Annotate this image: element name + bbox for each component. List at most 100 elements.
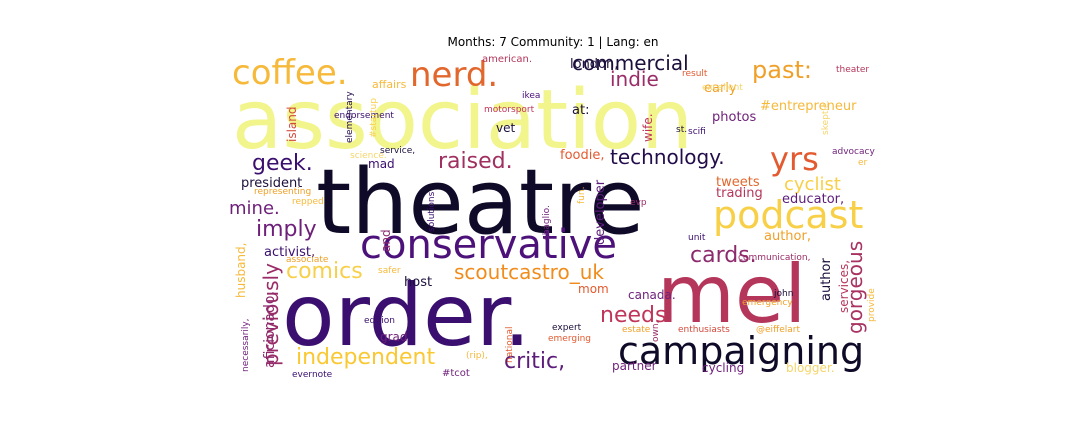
cloud-word: campaigning: [618, 329, 864, 373]
cloud-word: husband,: [234, 243, 248, 298]
cloud-word: podcast: [713, 193, 863, 237]
cloud-word: blogger.: [786, 361, 835, 375]
cloud-word: evernote: [292, 370, 333, 380]
cloud-word: author: [819, 258, 834, 301]
cloud-word: commercial: [572, 51, 689, 75]
cloud-word: critic,: [504, 349, 565, 374]
cloud-word: order.: [282, 266, 531, 366]
cloud-word: conservative: [360, 222, 617, 268]
cloud-word: mine.: [229, 198, 280, 219]
cloud-word: scifi: [688, 127, 706, 137]
cloud-word: emergency: [742, 298, 793, 308]
cloud-word: elementary: [345, 91, 355, 143]
cloud-word: provide: [867, 288, 877, 322]
cloud-word: #entrepreneur: [760, 99, 857, 114]
cloud-word: associate: [286, 255, 329, 265]
cloud-word: affairs: [372, 78, 407, 91]
cloud-word: london,: [570, 57, 618, 72]
cloud-word: expert: [552, 323, 582, 333]
cloud-word: st.: [676, 125, 687, 135]
cloud-word: er: [858, 158, 868, 168]
cloud-word: mom: [578, 282, 609, 296]
cloud-word: trading: [716, 186, 763, 201]
cloud-word: host: [404, 275, 432, 290]
cloud-word: sbaglio.: [542, 205, 552, 240]
cloud-word: representing: [254, 187, 311, 197]
cloud-word: island: [285, 107, 299, 143]
cloud-word: emerging: [548, 334, 591, 344]
cloud-word: theater: [836, 65, 869, 75]
cloud-word: aficionado,: [262, 291, 278, 368]
cloud-word: excellent: [702, 83, 743, 93]
cloud-word: geek.: [252, 151, 313, 176]
cloud-word: enthusiasts: [678, 325, 730, 335]
cloud-word: advocacy: [832, 147, 875, 157]
cloud-word: unit: [688, 233, 706, 243]
cloud-word: #tcot: [442, 368, 470, 379]
cloud-word: photos: [712, 110, 756, 125]
cloud-word: nerd.: [410, 55, 498, 95]
cloud-word: theatre: [316, 150, 645, 255]
cloud-word: american.: [482, 54, 532, 65]
cloud-word: tweets: [716, 175, 760, 190]
cloud-word: edition: [364, 316, 395, 326]
cloud-word: safer: [378, 266, 401, 276]
cloud-word: service,: [380, 146, 415, 156]
cloud-word: mel: [657, 248, 806, 341]
cloud-word: foodie,: [560, 148, 604, 163]
cloud-word: past:: [752, 56, 812, 84]
cloud-word: scoutcastro_uk: [454, 260, 604, 284]
cloud-word: grad: [380, 330, 408, 344]
cloud-word: motorsport: [484, 105, 535, 115]
cloud-word: coffee.: [232, 53, 348, 93]
cloud-word: evp: [630, 198, 647, 208]
cloud-word: communication,: [738, 253, 810, 263]
cloud-word: previously: [259, 263, 283, 366]
cloud-word: independent: [296, 345, 435, 370]
cloud-word: endorsement: [334, 111, 394, 121]
cloud-word: educator,: [782, 192, 844, 207]
cloud-word: cards.: [690, 243, 757, 268]
cloud-word: imply: [256, 217, 317, 242]
cloud-word: comics: [286, 259, 363, 284]
cloud-word: president: [241, 176, 302, 191]
cloud-word: necessarily,: [241, 318, 251, 372]
cloud-word: mad: [368, 157, 395, 171]
cloud-word: association: [232, 73, 693, 168]
cloud-word: result: [682, 69, 708, 79]
cloud-word: skeptic.: [821, 100, 831, 135]
cloud-word: yrs: [770, 140, 819, 178]
cloud-word: estate: [622, 325, 651, 335]
cloud-word: @eiffelart: [756, 325, 800, 335]
cloud-word: activist,: [264, 245, 315, 260]
cloud-word: cyclist: [784, 174, 841, 195]
cloud-word: repped: [292, 197, 324, 207]
cloud-word: and: [379, 229, 393, 252]
cloud-word: services,: [837, 260, 851, 313]
cloud-word: author,: [764, 229, 811, 244]
cloud-word: #startup: [369, 98, 379, 138]
cloud-word: developer: [593, 179, 608, 245]
cloud-word: partner: [612, 359, 657, 373]
cloud-word: john: [773, 289, 793, 299]
cloud-word: solutions: [427, 191, 437, 232]
cloud-word: fun.: [577, 187, 587, 204]
cloud-word: at:: [572, 103, 589, 118]
cloud-word: science.: [350, 151, 387, 161]
cloud-word: vet: [496, 121, 515, 135]
cloud-word: raised.: [438, 149, 513, 174]
cloud-word: gorgeous: [843, 241, 867, 334]
cloud-word: wife.: [641, 113, 655, 142]
cloud-word: cycling: [702, 361, 744, 375]
cloud-word: technology.: [610, 145, 725, 169]
cloud-word: ikea: [522, 91, 540, 101]
cloud-word: needs: [600, 303, 666, 328]
cloud-word: national: [505, 327, 515, 363]
cloud-word: (rip),: [466, 351, 488, 361]
cloud-word: early: [704, 81, 737, 96]
cloud-word: canada.: [628, 288, 676, 302]
cloud-word: indie: [610, 67, 659, 91]
cloud-word: own,: [651, 321, 661, 342]
